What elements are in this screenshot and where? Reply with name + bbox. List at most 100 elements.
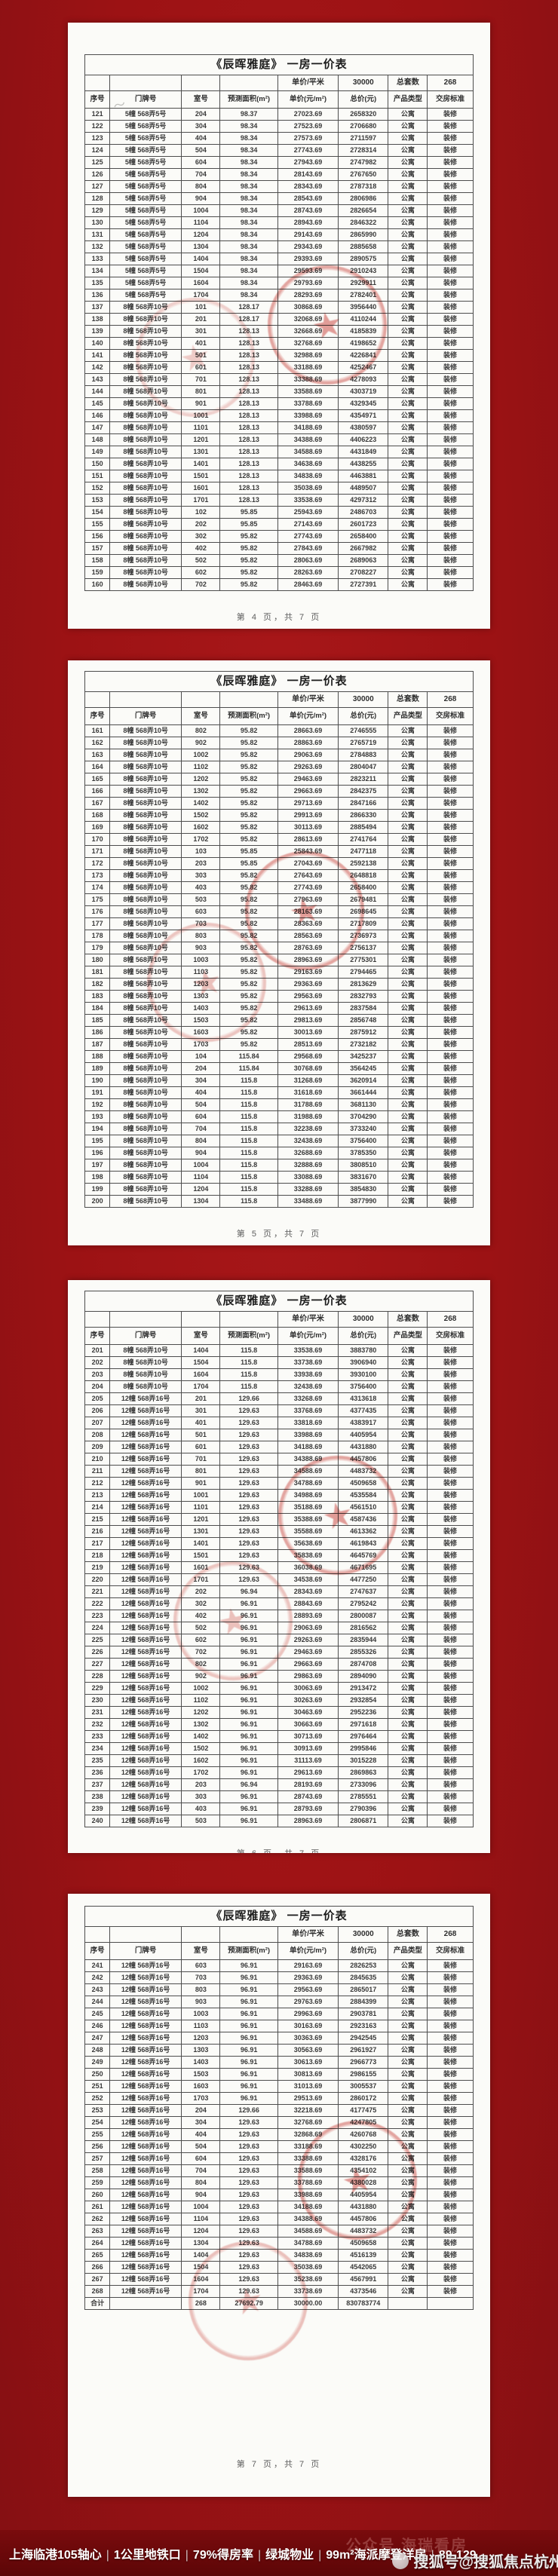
- column-header: 室号: [181, 1327, 221, 1345]
- table-row: 180 8幢 568弄10号 1003 95.82 28963.69 2775301 公寓装…: [84, 954, 474, 966]
- sohu-logo-icon: [392, 2552, 409, 2569]
- column-header: 室号: [181, 90, 221, 109]
- table-row: 205 12幢 568弄16号 201 129.66 33268.69 4313618 公寓…: [84, 1392, 474, 1405]
- table-row: 140 8幢 568弄10号 401 128.13 32768.69 4198652 公寓装…: [84, 337, 474, 350]
- table-row: 156 8幢 568弄10号 302 95.82 27743.69 2658400 公寓 装修: [84, 530, 474, 543]
- column-header: 门牌号: [109, 707, 182, 725]
- table-row: 207 12幢 568弄16号 401 129.63 33818.69 4383917 公寓…: [84, 1417, 474, 1429]
- table-row: 251 12幢 568弄16号 1603 96.91 31013.69 3005537 公寓…: [84, 2080, 474, 2093]
- column-header: 序号: [84, 1327, 110, 1345]
- unit-price-value: 30000: [338, 1311, 389, 1328]
- table-row: 260 12幢 568弄16号 904 129.63 33988.69 4405954 公寓…: [84, 2189, 474, 2201]
- table-row: 184 8幢 568弄10号 1403 95.82 29613.69 2837584 公寓装…: [84, 1002, 474, 1015]
- table-row: 245 12幢 568弄16号 1003 96.91 29963.69 2903781 公寓…: [84, 2008, 474, 2020]
- table-row: 198 8幢 568弄10号 1104 115.8 33088.69 3831670 公寓装…: [84, 1171, 474, 1184]
- table-row: 230 12幢 568弄16号 1102 96.91 30263.69 2932854 公寓…: [84, 1694, 474, 1707]
- table-row: 183 8幢 568弄10号 1303 95.82 29563.69 2832793 公寓装…: [84, 990, 474, 1003]
- table-row: 129 5幢 568弄5号 1004 98.34 28743.69 2826654 公寓 装修: [84, 204, 474, 217]
- table-row: 233 12幢 568弄16号 1402 96.91 30713.69 2976464 公寓…: [84, 1730, 474, 1743]
- total-row: 合计 268 27692.79 30000.00 830783774: [84, 2297, 474, 2310]
- table-row: 166 8幢 568弄10号 1302 95.82 29663.69 2842375 公寓装…: [84, 785, 474, 798]
- table-row: 192 8幢 568弄10号 504 115.8 31788.69 3681130 公寓 装修: [84, 1098, 474, 1111]
- table-row: 240 12幢 568弄16号 503 96.91 28963.69 2806871 公寓装…: [84, 1815, 474, 1827]
- total-units-value: 268: [427, 1311, 474, 1328]
- column-header: 交房标准: [427, 707, 474, 725]
- column-header: 产品类型: [388, 1942, 428, 1960]
- table-row: 177 8幢 568弄10号 703 95.82 28363.69 2717809 公寓 装修: [84, 917, 474, 930]
- table-row: 189 8幢 568弄10号 204 115.84 30768.69 3564245 公寓装…: [84, 1062, 474, 1075]
- table-row: 190 8幢 568弄10号 304 115.8 31268.69 3620914 公寓 装修: [84, 1074, 474, 1087]
- table-row: 193 8幢 568弄10号 604 115.8 31988.69 3704290 公寓 装修: [84, 1110, 474, 1123]
- unit-price-label: 单价/平米: [277, 1311, 339, 1328]
- unit-price-value: 30000: [338, 691, 389, 708]
- price-table: 《辰晖雅庭》 一房一价表 单价/平米 30000 总套数 268 序号 门牌号 室号…: [84, 54, 474, 591]
- table-row: 266 12幢 568弄16号 1504 129.63 35038.69 4542065 公…: [84, 2261, 474, 2274]
- table-row: 155 8幢 568弄10号 202 95.85 27143.69 2601723 公寓 装修: [84, 518, 474, 531]
- table-row: 146 8幢 568弄10号 1001 128.13 33988.69 4354971 公寓…: [84, 409, 474, 422]
- table-row: 215 12幢 568弄16号 1201 129.63 35388.69 4587436 公…: [84, 1513, 474, 1526]
- table-row: 126 5幢 568弄5号 704 98.34 28143.69 2767650 公寓 装修: [84, 168, 474, 181]
- table-row: 121 5幢 568弄5号 204 98.37 27023.69 2658320 公寓 装修: [84, 108, 474, 121]
- column-header: 单价(元/m²): [277, 1327, 339, 1345]
- table-row: 248 12幢 568弄16号 1303 96.91 30563.69 2961927 公寓…: [84, 2044, 474, 2057]
- table-row: 250 12幢 568弄16号 1503 96.91 30813.69 2986155 公寓…: [84, 2068, 474, 2081]
- table-body: 161 8幢 568弄10号 802 95.82 28663.69 2746555 公寓 装修…: [84, 724, 474, 1208]
- table-row: 218 12幢 568弄16号 1501 129.63 35838.69 4645769 公…: [84, 1549, 474, 1562]
- table-row: 243 12幢 568弄16号 803 96.91 29563.69 2865017 公寓装…: [84, 1983, 474, 1996]
- table-body: 201 8幢 568弄10号 1404 115.8 33538.69 3883780 公寓装…: [84, 1344, 474, 1827]
- unit-price-value: 30000: [338, 75, 389, 91]
- unit-price-value: 30000: [338, 1926, 389, 1943]
- sohu-watermark-text: 搜狐号@搜狐焦点杭州: [413, 2554, 558, 2571]
- price-list-page-3: 《辰晖雅庭》 一房一价表 单价/平米 30000 总套数 268 序号 门牌号 室号…: [68, 1280, 490, 1853]
- table-row: 226 12幢 568弄16号 702 96.91 29463.69 2855326 公寓装…: [84, 1646, 474, 1659]
- table-row: 133 5幢 568弄5号 1404 98.34 29393.69 2890575 公寓 装修: [84, 253, 474, 265]
- table-row: 170 8幢 568弄10号 1702 95.82 28613.69 2741764 公寓装…: [84, 833, 474, 846]
- table-row: 228 12幢 568弄16号 902 96.91 29863.69 2894090 公寓装…: [84, 1670, 474, 1683]
- table-row: 214 12幢 568弄16号 1101 129.63 35188.69 4561510 公…: [84, 1501, 474, 1514]
- table-title: 《辰晖雅庭》 一房一价表: [84, 1291, 474, 1312]
- table-row: 185 8幢 568弄10号 1503 95.82 29813.69 2856748 公寓装…: [84, 1014, 474, 1027]
- unit-price-label: 单价/平米: [277, 75, 339, 91]
- table-row: 257 12幢 568弄16号 604 129.63 33388.69 4328176 公寓…: [84, 2152, 474, 2165]
- table-row: 191 8幢 568弄10号 404 115.8 31618.69 3661444 公寓 装修: [84, 1086, 474, 1099]
- column-header: 序号: [84, 90, 110, 109]
- table-row: 195 8幢 568弄10号 804 115.8 32438.69 3756400 公寓 装修: [84, 1135, 474, 1147]
- column-header: 门牌号: [109, 1942, 182, 1960]
- table-row: 209 12幢 568弄16号 601 129.63 34188.69 4431880 公寓…: [84, 1441, 474, 1453]
- table-row: 210 12幢 568弄16号 701 129.63 34388.69 4457806 公寓…: [84, 1453, 474, 1466]
- table-row: 267 12幢 568弄16号 1604 129.63 35238.69 4567991 公…: [84, 2273, 474, 2286]
- total-units-label: 总套数: [388, 1311, 428, 1328]
- table-row: 246 12幢 568弄16号 1103 96.91 30163.69 2923163 公寓…: [84, 2020, 474, 2032]
- table-row: 163 8幢 568弄10号 1002 95.82 29063.69 2784883 公寓装…: [84, 749, 474, 761]
- table-row: 158 8幢 568弄10号 502 95.82 28063.69 2689063 公寓 装修: [84, 554, 474, 567]
- table-row: 203 8幢 568弄10号 1604 115.8 33938.69 3930100 公寓装…: [84, 1368, 474, 1381]
- table-row: 179 8幢 568弄10号 903 95.82 28763.69 2756137 公寓 装修: [84, 942, 474, 954]
- column-header: 总价(元): [338, 1327, 389, 1345]
- table-row: 178 8幢 568弄10号 803 95.82 28563.69 2736973 公寓 装修: [84, 930, 474, 942]
- table-row: 234 12幢 568弄16号 1502 96.91 30913.69 2995846 公寓…: [84, 1742, 474, 1755]
- price-list-page-2: 《辰晖雅庭》 一房一价表 单价/平米 30000 总套数 268 序号 门牌号 室号…: [68, 660, 490, 1245]
- table-row: 202 8幢 568弄10号 1504 115.8 33738.69 3906940 公寓装…: [84, 1356, 474, 1369]
- unit-price-label: 单价/平米: [277, 691, 339, 708]
- table-row: 130 5幢 568弄5号 1104 98.34 28943.69 2846322 公寓 装修: [84, 216, 474, 229]
- table-row: 135 5幢 568弄5号 1604 98.34 29793.69 2929911 公寓 装修: [84, 277, 474, 289]
- ghost-watermark: 公众号 海瑞看房: [345, 2538, 468, 2554]
- column-header-row: 序号 门牌号 室号 预测面积(m²) 单价(元/m²) 总价(元) 产品类型 交房标准: [84, 707, 474, 725]
- table-row: 263 12幢 568弄16号 1204 129.63 34588.69 4483732 公…: [84, 2225, 474, 2238]
- column-header: 产品类型: [388, 707, 428, 725]
- table-row: 221 12幢 568弄16号 202 96.94 28343.69 2747637 公寓装…: [84, 1585, 474, 1598]
- table-row: 154 8幢 568弄10号 102 95.85 25943.69 2486703 公寓 装修: [84, 506, 474, 519]
- table-row: 131 5幢 568弄5号 1204 98.34 29143.69 2865990 公寓 装修: [84, 228, 474, 241]
- table-row: 174 8幢 568弄10号 403 95.82 27743.69 2658400 公寓 装修: [84, 881, 474, 894]
- table-row: 236 12幢 568弄16号 1702 96.91 29613.69 2869863 公寓…: [84, 1766, 474, 1779]
- column-header: 预测面积(m²): [219, 707, 278, 725]
- table-row: 227 12幢 568弄16号 802 96.91 29663.69 2874708 公寓装…: [84, 1658, 474, 1671]
- table-row: 150 8幢 568弄10号 1401 128.13 34638.69 4438255 公寓…: [84, 458, 474, 470]
- table-row: 213 12幢 568弄16号 1001 129.63 34988.69 4535584 公…: [84, 1489, 474, 1502]
- column-header: 交房标准: [427, 1327, 474, 1345]
- page-footer: 第 7 页，共 7 页: [236, 2460, 322, 2469]
- table-row: 168 8幢 568弄10号 1502 95.82 29913.69 2866330 公寓装…: [84, 809, 474, 822]
- table-row: 223 12幢 568弄16号 402 96.91 28893.69 2800087 公寓装…: [84, 1610, 474, 1622]
- table-row: 188 8幢 568弄10号 104 115.84 29568.69 3425237 公寓装…: [84, 1050, 474, 1063]
- table-row: 171 8幢 568弄10号 103 95.85 25843.69 2477118 公寓 装修: [84, 845, 474, 858]
